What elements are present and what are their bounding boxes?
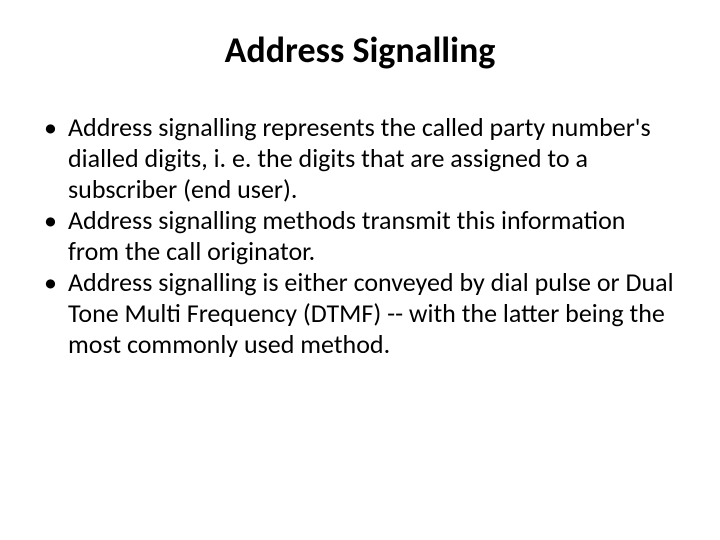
bullet-text: Address signalling represents the called…	[68, 111, 651, 205]
list-item: Address signalling is either conveyed by…	[40, 267, 680, 360]
bullet-text: Address signalling methods transmit this…	[68, 204, 625, 267]
list-item: Address signalling methods transmit this…	[40, 205, 680, 267]
list-item: Address signalling represents the called…	[40, 112, 680, 205]
slide: Address Signalling Address signalling re…	[0, 0, 720, 540]
slide-title: Address Signalling	[30, 28, 690, 72]
bullet-text: Address signalling is either conveyed by…	[68, 266, 674, 360]
bullet-list: Address signalling represents the called…	[30, 112, 690, 360]
